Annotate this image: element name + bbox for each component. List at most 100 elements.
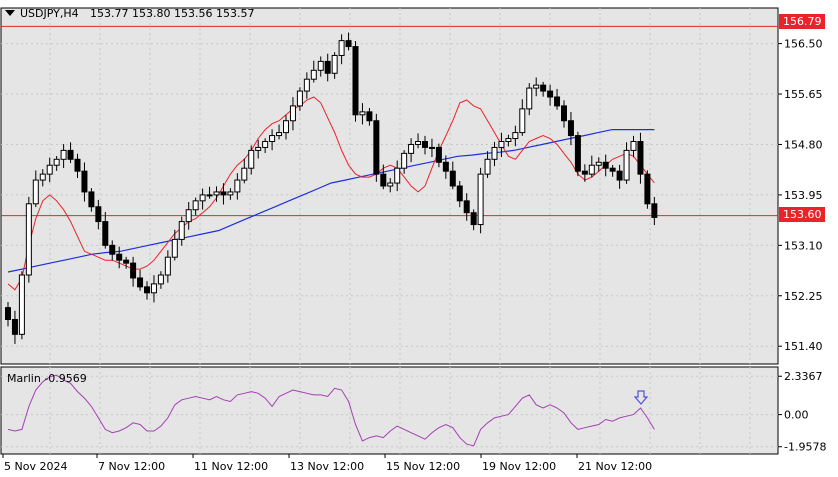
candle-down xyxy=(67,149,74,160)
candle-down xyxy=(581,170,588,175)
candle-up xyxy=(241,167,248,181)
candle-up xyxy=(303,78,310,92)
time-tick-label: 19 Nov 12:00 xyxy=(482,460,556,473)
indicator-plot-area[interactable] xyxy=(0,366,779,455)
indicator-tick-label: 2.3367 xyxy=(784,370,823,383)
candle-down xyxy=(81,170,88,193)
candle-up xyxy=(157,274,164,285)
candle-up xyxy=(60,149,67,160)
candle-up xyxy=(185,209,192,223)
price-tick-label: 155.65 xyxy=(784,88,823,101)
candle-down xyxy=(366,111,373,122)
candle-down xyxy=(102,221,109,246)
candle-up xyxy=(171,238,178,258)
candle-up xyxy=(359,111,366,116)
price-tick-label: 152.25 xyxy=(784,290,823,303)
candle-down xyxy=(109,244,116,255)
candle-up xyxy=(32,179,39,205)
candle-up xyxy=(317,60,324,71)
price-tick-label: 154.80 xyxy=(784,138,823,151)
candle-up xyxy=(192,200,199,211)
candle-up xyxy=(512,132,519,140)
red-line-path xyxy=(7,96,655,291)
time-tick-label: 13 Nov 12:00 xyxy=(290,460,364,473)
price-tick-label: 153.10 xyxy=(784,239,823,252)
candles xyxy=(5,32,658,344)
candle-down xyxy=(449,170,456,187)
candle-down xyxy=(220,191,227,196)
blue-line-path xyxy=(7,129,655,273)
candle-down xyxy=(88,191,95,208)
candle-down xyxy=(574,135,581,172)
time-tick-label: 15 Nov 12:00 xyxy=(386,460,460,473)
candle-up xyxy=(234,179,241,193)
candle-up xyxy=(505,138,512,143)
candle-up xyxy=(296,90,303,107)
candle-up xyxy=(331,54,338,74)
candle-up xyxy=(401,152,408,169)
candle-down xyxy=(74,158,81,172)
candle-down xyxy=(561,105,567,122)
candle-up xyxy=(227,191,234,196)
candle-down xyxy=(435,146,442,163)
candle-up xyxy=(338,40,345,56)
candle-up xyxy=(595,161,602,166)
price-tick-label: 151.40 xyxy=(784,340,823,353)
candle-down xyxy=(345,40,352,48)
candle-down xyxy=(373,120,380,175)
candle-down xyxy=(95,206,102,223)
candle-up xyxy=(53,158,60,166)
candle-up xyxy=(387,182,394,187)
upper-price-tag-label: 156.79 xyxy=(783,15,822,28)
candle-down xyxy=(116,253,123,261)
candle-up xyxy=(498,141,505,148)
candle-up xyxy=(394,167,401,184)
candle-down xyxy=(380,173,387,187)
triangle-down-icon[interactable] xyxy=(5,10,15,16)
candle-up xyxy=(248,149,255,169)
candle-up xyxy=(262,141,269,148)
time-tick-label: 7 Nov 12:00 xyxy=(98,460,165,473)
upper-price-tag: 156.79 xyxy=(779,14,825,29)
candle-up xyxy=(39,173,46,181)
candle-up xyxy=(533,84,540,89)
red-moving-average xyxy=(7,96,655,291)
price-tick-label: 153.95 xyxy=(784,189,823,202)
candle-up xyxy=(415,141,422,145)
time-axis[interactable]: 5 Nov 2024 7 Nov 12:00 11 Nov 12:00 13 Nov … xyxy=(2,454,652,473)
candle-up xyxy=(484,158,491,175)
candle-down xyxy=(651,203,658,218)
indicator-axis[interactable]: 2.3367 0.00 -1.9578 xyxy=(778,370,826,454)
candle-up xyxy=(588,164,595,175)
candle-down xyxy=(609,167,616,172)
candle-down xyxy=(602,161,609,169)
time-tick-label: 21 Nov 12:00 xyxy=(578,460,652,473)
candle-up xyxy=(310,69,317,80)
lower-price-tag: 153.60 xyxy=(779,207,825,222)
candle-up xyxy=(289,105,296,122)
time-tick-label: 11 Nov 12:00 xyxy=(194,460,268,473)
candle-down xyxy=(547,90,554,98)
candle-down xyxy=(470,212,477,226)
candle-down xyxy=(442,161,449,172)
candle-up xyxy=(408,143,415,154)
candle-up xyxy=(46,164,53,175)
candle-down xyxy=(637,141,644,175)
ohlc-label: 153.77 153.80 153.56 153.57 xyxy=(90,7,254,20)
candle-up xyxy=(276,132,283,137)
candle-up xyxy=(428,146,435,149)
candle-down xyxy=(616,170,623,181)
candle-up xyxy=(630,141,637,151)
candle-up xyxy=(206,194,213,197)
price-tick-label: 156.50 xyxy=(784,38,823,51)
candle-up xyxy=(164,256,171,276)
candle-down xyxy=(324,60,331,74)
candle-down xyxy=(11,319,18,335)
candle-down xyxy=(463,200,470,214)
blue-moving-average xyxy=(7,129,655,273)
price-axis[interactable]: 156.50 155.65 154.80 153.95 153.10 152.25 151.… xyxy=(778,38,823,354)
candle-up xyxy=(178,221,185,240)
candle-up xyxy=(519,108,526,134)
candle-down xyxy=(144,286,150,294)
